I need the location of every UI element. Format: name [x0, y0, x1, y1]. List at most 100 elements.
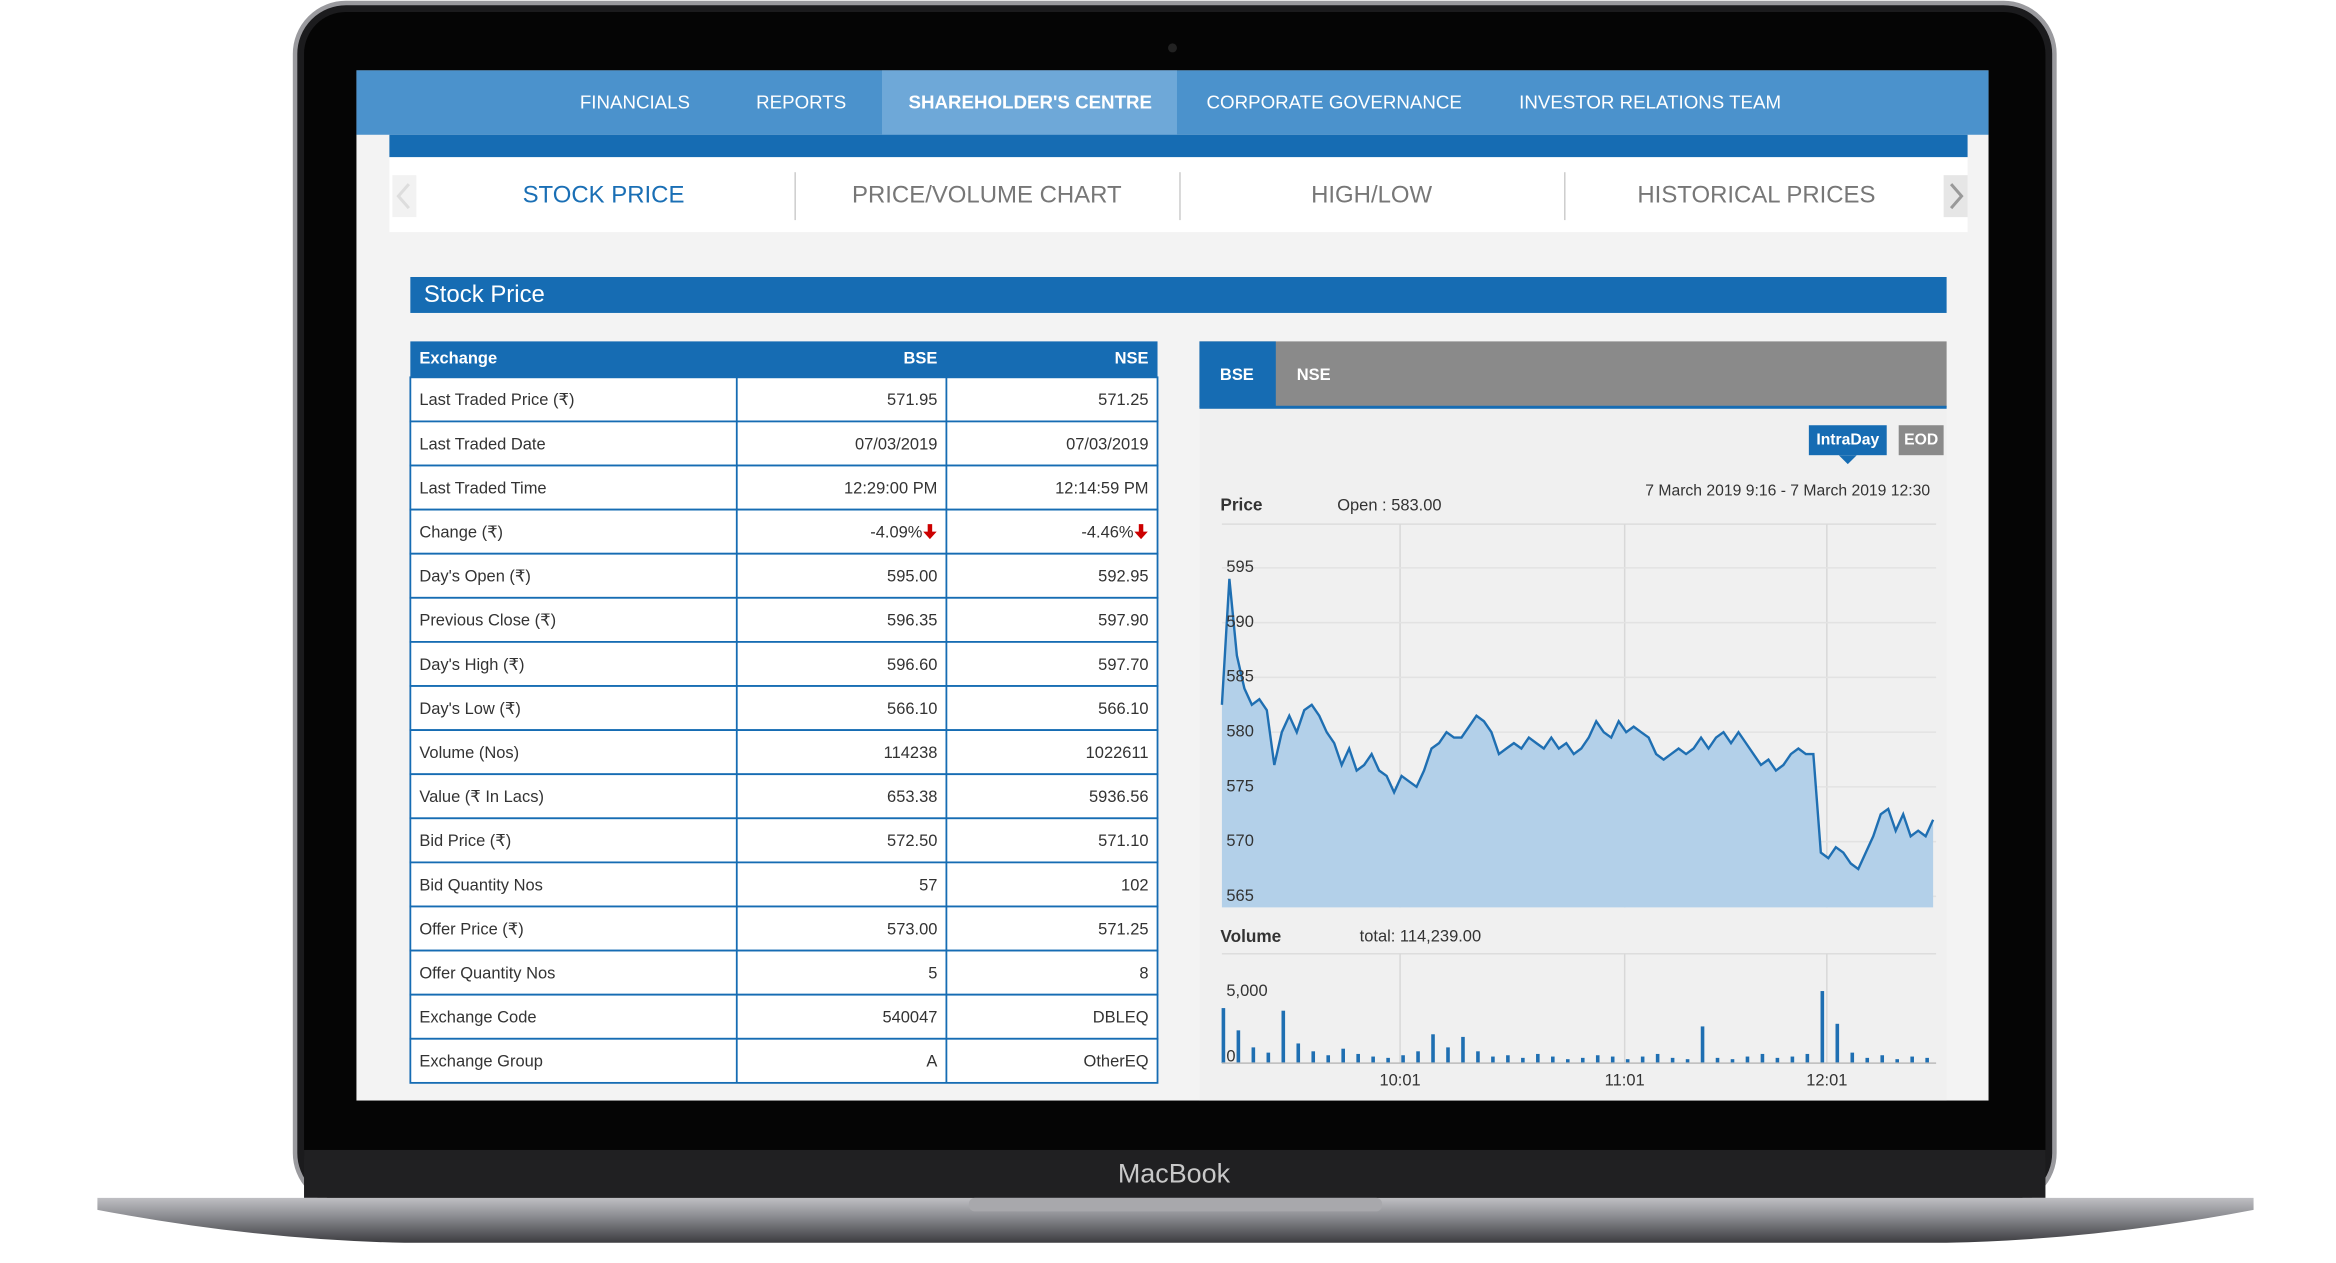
table-cell: Day's High (₹)	[419, 656, 524, 674]
table-row	[409, 1037, 1159, 1084]
volume-bar	[1760, 1053, 1765, 1064]
dynamic-layer: FINANCIALS REPORTS SHAREHOLDER'S CENTRE COR…	[409, 91, 1937, 1089]
tab[interactable]: STOCK PRICE	[523, 181, 685, 208]
volume-bar	[1521, 1057, 1525, 1064]
table-cell: Last Traded Price (₹)	[419, 391, 574, 409]
x-tick-label: 10:01	[1379, 1071, 1420, 1089]
volume-bar	[1431, 1034, 1435, 1064]
table-cell: Offer Price (₹)	[419, 920, 523, 938]
volume-bar	[1266, 1052, 1271, 1064]
table-cell: 597.70	[1098, 656, 1148, 674]
table-cell: 566.10	[1098, 700, 1148, 718]
device-label: MacBook	[1118, 1159, 1231, 1189]
volume-bar	[1880, 1055, 1885, 1064]
table-cell: DBLEQ	[1093, 1009, 1149, 1027]
section-title: Stock Price	[424, 281, 545, 308]
volume-bar	[1236, 1030, 1241, 1064]
tab-prev[interactable]	[392, 175, 417, 218]
nav-item[interactable]: REPORTS	[756, 91, 846, 112]
nav-item[interactable]: FINANCIALS	[580, 91, 690, 112]
nav-item[interactable]: INVESTOR RELATIONS TEAM	[1519, 91, 1781, 112]
table-cell: 571.95	[887, 391, 937, 409]
tab[interactable]: PRICE/VOLUME CHART	[852, 181, 1122, 208]
table-cell: 57	[919, 876, 937, 894]
volume-bar	[1371, 1056, 1375, 1064]
table-cell: 114238	[884, 744, 938, 762]
volume-bar	[1835, 1023, 1840, 1064]
table-cell: Volume (Nos)	[419, 744, 519, 762]
volume-bar	[1506, 1055, 1510, 1064]
volume-bar	[1895, 1059, 1899, 1064]
table-row	[409, 420, 1159, 467]
volume-bar	[1730, 1059, 1735, 1064]
volume-bar	[1805, 1053, 1810, 1064]
table-cell: Value (₹ In Lacs)	[419, 788, 544, 806]
exchange-tab[interactable]: NSE	[1297, 366, 1331, 384]
table-row	[409, 508, 1159, 555]
table-cell: 07/03/2019	[1066, 435, 1148, 453]
table-row	[409, 641, 1159, 687]
volume-bar	[1670, 1057, 1675, 1064]
table-row	[409, 685, 1159, 731]
volume-bar	[1775, 1057, 1780, 1064]
nav-item[interactable]: CORPORATE GOVERNANCE	[1207, 91, 1462, 112]
nav-item[interactable]: SHAREHOLDER'S CENTRE	[909, 91, 1152, 112]
volume-bar	[1401, 1055, 1405, 1064]
eod-button[interactable]	[1898, 425, 1944, 456]
volume-bar	[1281, 1010, 1286, 1064]
table-cell: Last Traded Date	[419, 435, 545, 453]
tab-next-icon	[1949, 183, 1964, 210]
table-row	[409, 596, 1159, 643]
button-label[interactable]: IntraDay	[1816, 431, 1879, 448]
table-row	[409, 552, 1159, 599]
camera	[1168, 43, 1177, 53]
chart-title: Volume	[1220, 926, 1281, 946]
laptop-base	[97, 1197, 2254, 1243]
tab[interactable]: HIGH/LOW	[1311, 181, 1432, 208]
table-cell: Bid Quantity Nos	[419, 876, 543, 894]
volume-bar	[1491, 1056, 1495, 1064]
table-cell: 5	[928, 964, 937, 982]
table-cell: 596.60	[887, 656, 937, 674]
nav-active	[882, 70, 1177, 135]
price-area	[1221, 578, 1934, 908]
intraday-button[interactable]	[1808, 425, 1887, 456]
table-cell: -4.09%	[870, 524, 923, 542]
volume-bar	[1461, 1036, 1465, 1064]
table-header-cell: NSE	[1115, 350, 1149, 368]
y-tick-label: 580	[1226, 722, 1253, 740]
table-cell: Bid Price (₹)	[419, 832, 511, 850]
volume-bar	[1416, 1051, 1420, 1064]
volume-bar	[1536, 1053, 1540, 1064]
tab[interactable]: HISTORICAL PRICES	[1637, 181, 1875, 208]
exchange-tab-active[interactable]	[1199, 341, 1276, 408]
table-cell: 8	[1139, 964, 1148, 982]
table-row	[409, 993, 1159, 1040]
table-cell: 12:14:59 PM	[1055, 479, 1148, 497]
table-cell: OtherEQ	[1084, 1053, 1149, 1071]
exchange-tab[interactable]: BSE	[1220, 366, 1254, 384]
table-cell: 595.00	[887, 568, 937, 586]
volume-bar	[1910, 1056, 1914, 1064]
x-tick-label: 11:01	[1605, 1071, 1645, 1089]
table-cell: 5936.56	[1089, 788, 1149, 806]
volume-bar	[1700, 1026, 1705, 1064]
button-label[interactable]: EOD	[1904, 431, 1938, 448]
table-cell: 571.10	[1098, 832, 1148, 850]
volume-bar	[1476, 1051, 1480, 1064]
table-row	[409, 464, 1159, 511]
volume-bar	[1790, 1056, 1795, 1064]
chin	[304, 1149, 2046, 1198]
tab-next[interactable]	[1943, 175, 1968, 218]
volume-bar	[1551, 1056, 1555, 1064]
table-cell: Day's Low (₹)	[419, 700, 520, 718]
button-pointer	[1838, 455, 1857, 465]
y-tick-label: 570	[1226, 832, 1253, 850]
table-cell: Offer Quantity Nos	[419, 964, 555, 982]
volume-bar	[1595, 1055, 1600, 1064]
table-cell: 102	[1121, 876, 1148, 894]
table-cell: 571.25	[1098, 920, 1148, 938]
y-tick-label: 5,000	[1226, 982, 1267, 1000]
y-tick-label: 565	[1226, 887, 1253, 905]
